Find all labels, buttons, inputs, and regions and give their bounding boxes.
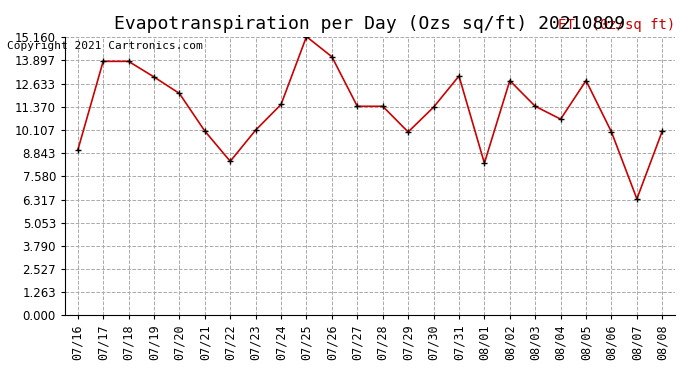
Text: ET  (0z/sq ft): ET (0z/sq ft) <box>558 18 675 32</box>
Title: Evapotranspiration per Day (Ozs sq/ft) 20210809: Evapotranspiration per Day (Ozs sq/ft) 2… <box>115 15 626 33</box>
Text: Copyright 2021 Cartronics.com: Copyright 2021 Cartronics.com <box>7 41 203 51</box>
